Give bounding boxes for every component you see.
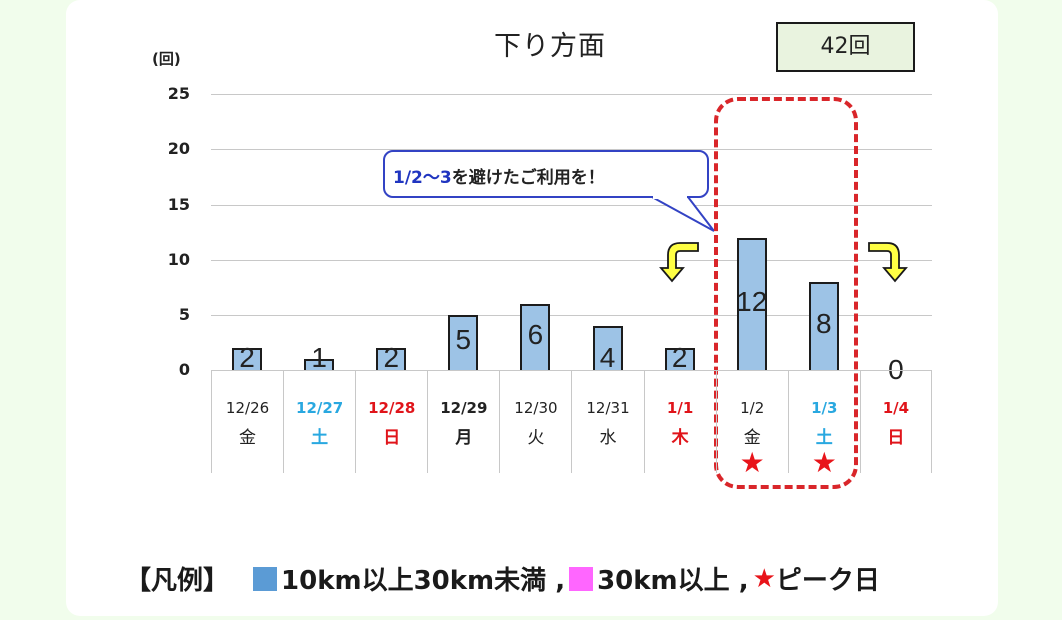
gridline-15 (211, 205, 932, 206)
y-tick-10: 10 (167, 250, 190, 269)
x-axis-date: 12/27 (296, 399, 344, 417)
bar-12-30 (520, 303, 551, 370)
x-axis-weekday: 金 (743, 428, 761, 448)
x-axis-weekday: 月 (455, 428, 473, 448)
callout-text: を避けたご利用を！ (451, 168, 605, 188)
gridline-10 (211, 260, 932, 261)
legend-item-10-30km: 10km以上30km未満 , (281, 566, 566, 596)
bar-value-label: 12 (736, 285, 768, 317)
x-axis-cell: 12/29 月 (427, 371, 499, 473)
legend-swatch-pink (569, 566, 594, 591)
x-axis-cell: 12/27 土 (283, 371, 355, 473)
x-axis-weekday: 土 (311, 428, 329, 448)
legend-item-30km-plus: 30km以上 , (597, 566, 749, 596)
y-tick-0: 0 (178, 360, 190, 379)
x-axis-cell: 1/3 土 ★ (787, 371, 860, 479)
callout-highlight: 1/2〜3 (393, 168, 452, 188)
x-axis-weekday: 水 (599, 428, 617, 448)
x-axis-weekday: 火 (527, 428, 545, 448)
x-axis-cell: 1/4 日 (859, 371, 932, 473)
x-axis-cell: 1/1 木 (643, 371, 716, 473)
callout-bubble: 1/2〜3を避けたご利用を！ (383, 150, 709, 198)
bar-value-label: 4 (599, 342, 616, 373)
arrow-left-down-icon (659, 242, 699, 283)
bar-value-label: 8 (816, 307, 832, 339)
legend: 【凡例】 10km以上30km未満 , 30km以上 , ★ ピーク日 (125, 560, 880, 597)
peak-period-highlight (714, 97, 858, 489)
bar-1-1 (664, 347, 695, 370)
bar-value-label: 0 (888, 354, 904, 385)
x-axis-date: 1/2 (740, 399, 765, 417)
y-tick-15: 15 (167, 195, 190, 214)
x-axis-weekday: 日 (887, 428, 905, 448)
bar-value-label: 1 (311, 342, 327, 373)
star-icon: ★ (752, 563, 776, 594)
bar-12-31 (592, 325, 623, 370)
x-axis-weekday: 金 (239, 428, 257, 448)
x-axis-date: 12/26 (225, 399, 270, 417)
y-tick-5: 5 (178, 305, 190, 324)
arrow-right-down-icon (868, 242, 908, 283)
gridline-25 (211, 94, 932, 95)
bar-1-3 (808, 281, 839, 370)
bar-12-28 (376, 347, 407, 370)
gridline-5 (211, 315, 932, 316)
legend-prefix: 【凡例】 (125, 566, 230, 596)
bar-value-label: 2 (671, 342, 688, 373)
x-axis-cell: 1/2 金 ★ (715, 371, 788, 479)
x-axis-date: 12/30 (514, 399, 558, 417)
x-axis-date: 12/28 (368, 399, 416, 417)
total-count-badge: 42回 (776, 22, 915, 72)
x-axis-table: 12/26 金 12/27 土 12/28 日 12/29 月 12/30 火 12/31 水 1/1 木… (211, 370, 932, 479)
x-axis-cell: 12/28 日 (355, 371, 427, 473)
bar-value-label: 5 (455, 324, 472, 356)
x-axis-date: 1/3 (811, 399, 838, 417)
y-axis-unit: (回) (152, 50, 181, 68)
bar-12-26 (232, 347, 263, 370)
peak-star-icon: ★ (739, 446, 765, 479)
legend-item-peak-day: ピーク日 (775, 566, 880, 596)
x-axis-weekday: 土 (815, 428, 833, 448)
x-axis-weekday: 木 (671, 428, 689, 448)
bar-12-29 (448, 314, 479, 370)
callout-tail (651, 195, 715, 232)
x-axis-date: 12/29 (440, 399, 488, 417)
x-axis-date: 1/4 (882, 399, 910, 417)
bar-value-label: 6 (527, 318, 544, 350)
bar-value-label: 2 (239, 342, 255, 373)
y-tick-25: 25 (167, 84, 190, 103)
x-axis-cell: 12/31 水 (571, 371, 643, 473)
bar-value-label: 2 (383, 342, 400, 373)
peak-star-icon: ★ (811, 446, 837, 479)
x-axis-date: 12/31 (586, 399, 630, 417)
x-axis-weekday: 日 (383, 428, 401, 448)
x-axis-date: 1/1 (666, 399, 694, 417)
chart-title: 下り方面 (494, 31, 606, 62)
y-tick-20: 20 (167, 139, 190, 158)
bar-1-2 (736, 237, 767, 370)
bar-12-27 (304, 358, 335, 370)
x-axis-cell: 12/26 金 (211, 371, 283, 473)
gridline-20 (211, 149, 932, 150)
legend-swatch-blue (253, 566, 278, 591)
x-axis-cell: 12/30 火 (499, 371, 571, 473)
